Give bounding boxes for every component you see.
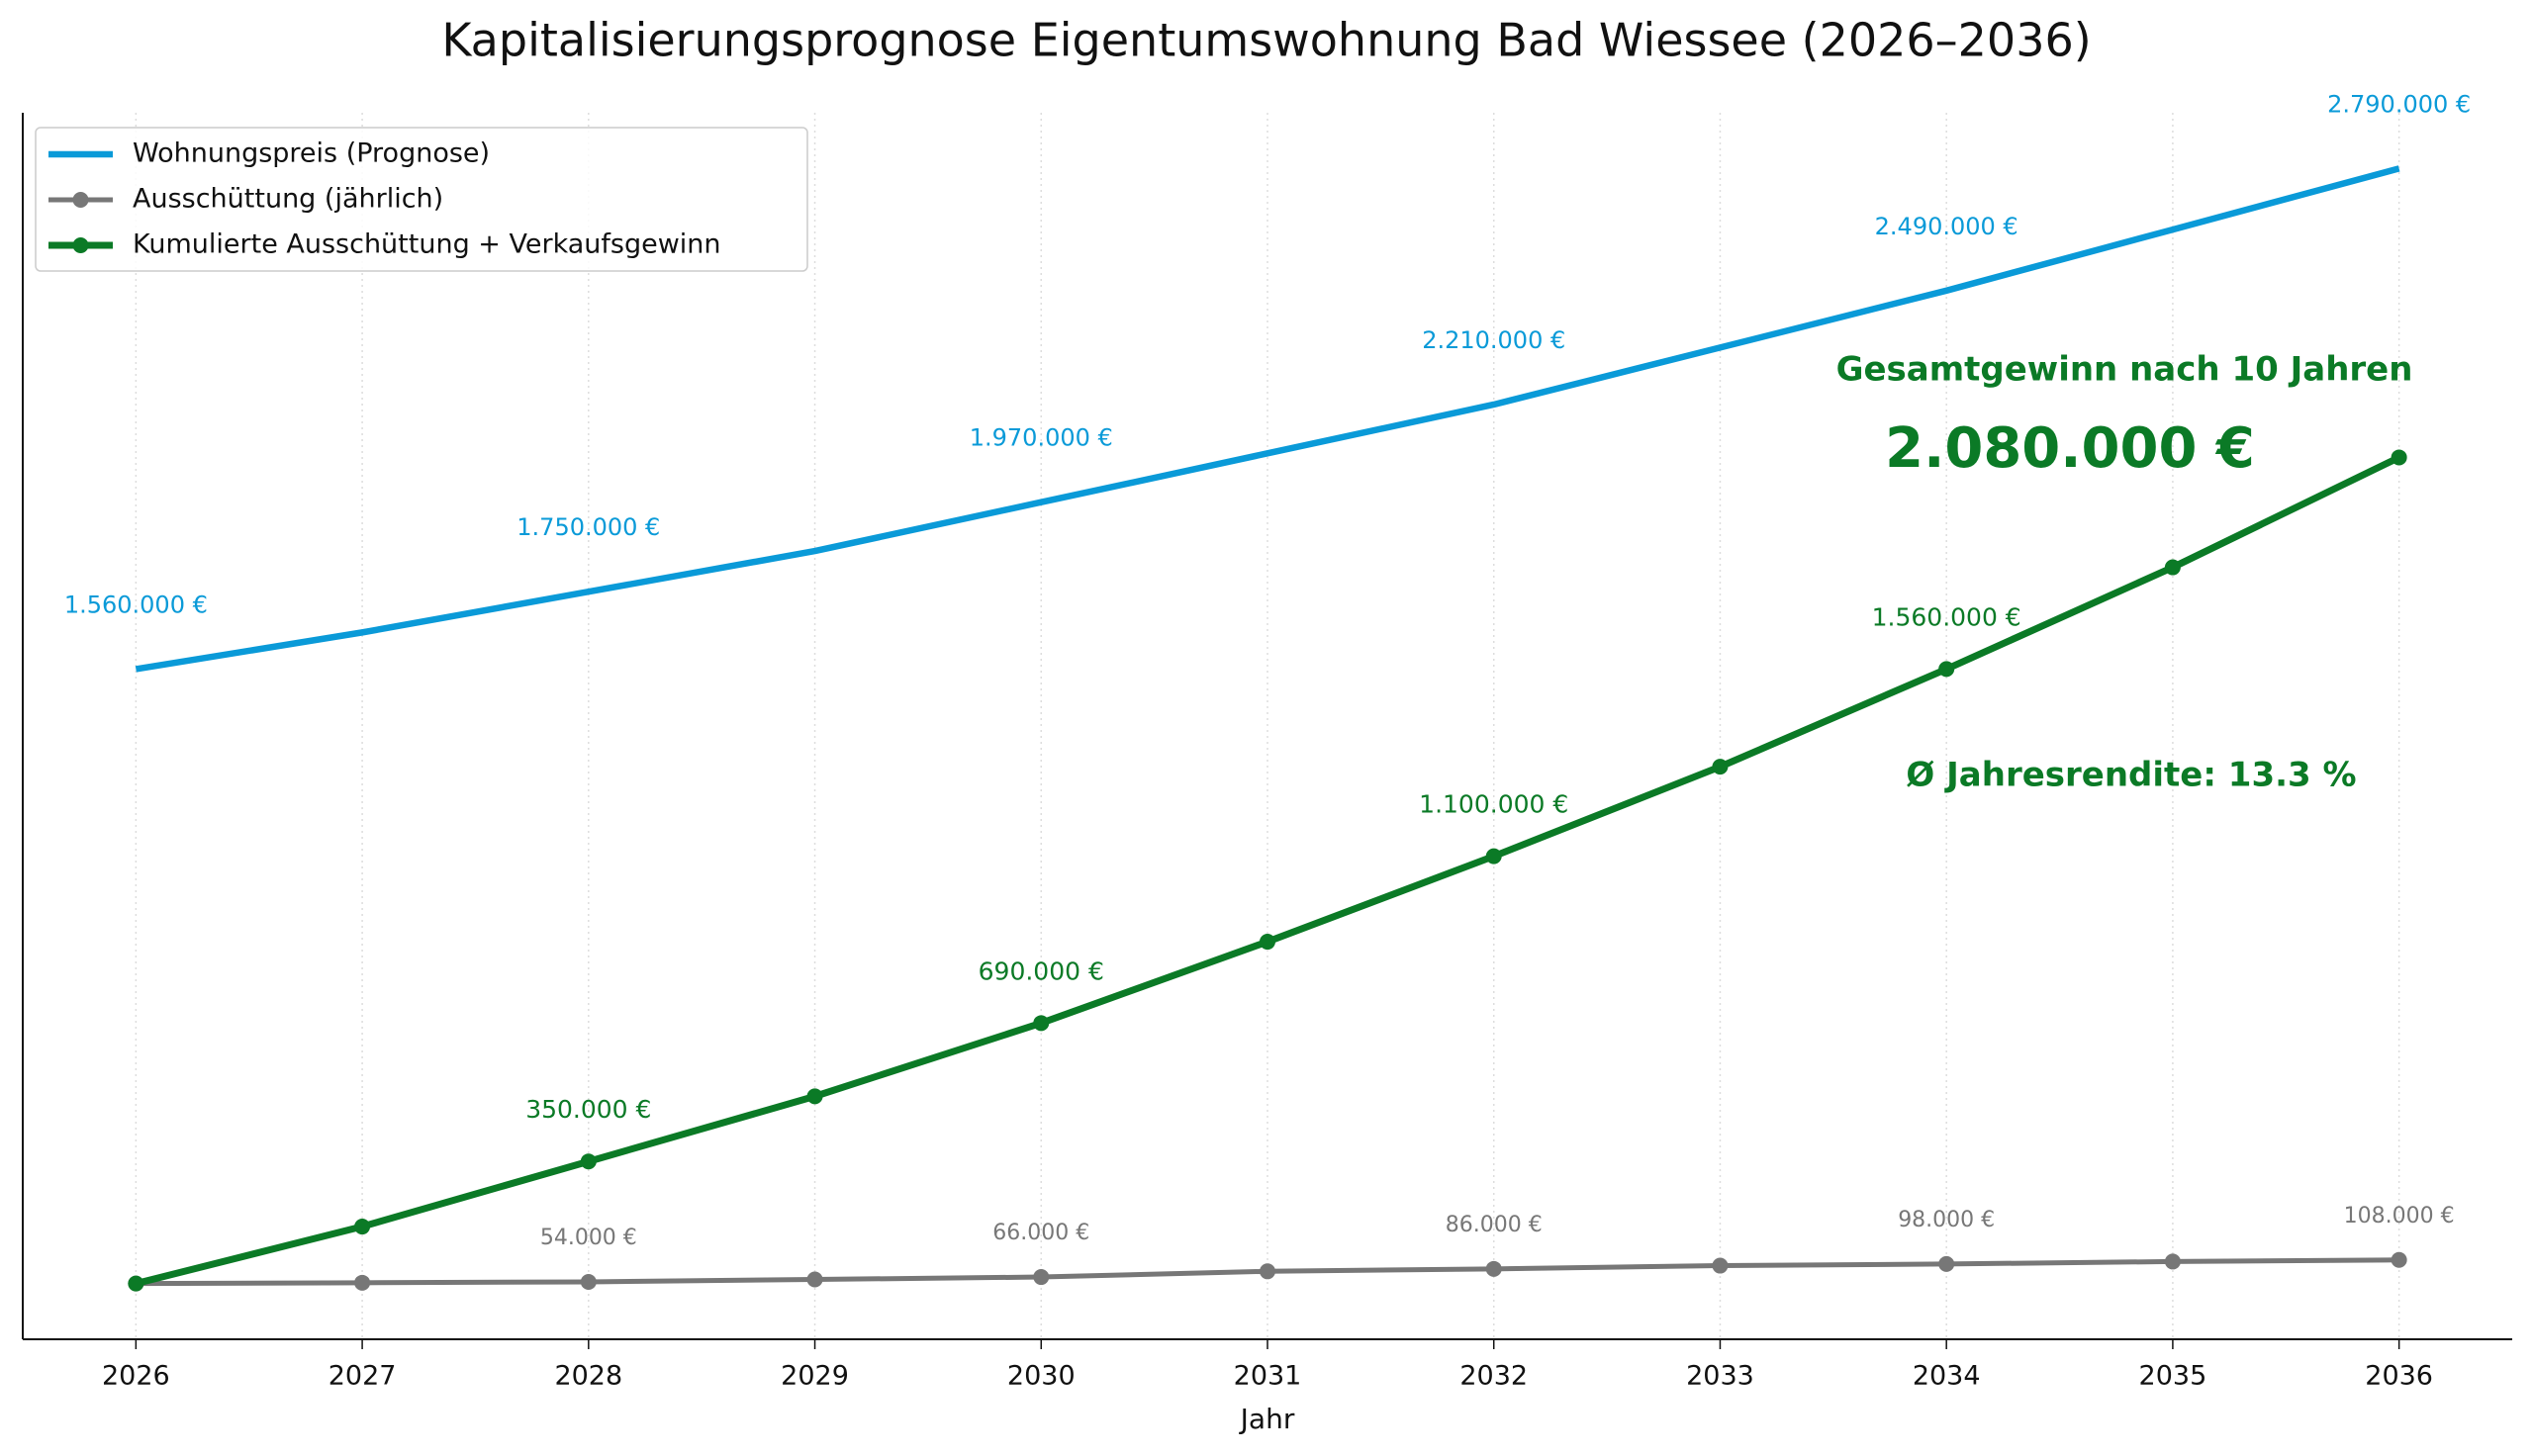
marker xyxy=(1712,759,1729,775)
data-label: 2.490.000 € xyxy=(1875,213,2018,240)
marker xyxy=(354,1274,371,1291)
annotation: Gesamtgewinn nach 10 Jahren xyxy=(1836,350,2413,390)
x-tick-label: 2028 xyxy=(554,1361,622,1392)
x-tick-label: 2027 xyxy=(328,1361,397,1392)
data-label: 108.000 € xyxy=(2344,1204,2455,1228)
marker xyxy=(1260,1263,1275,1280)
legend-box xyxy=(35,127,808,272)
data-label: 2.790.000 € xyxy=(2327,90,2471,118)
series-line xyxy=(135,165,2400,673)
marker xyxy=(2391,449,2407,466)
marker xyxy=(354,1219,371,1235)
chart-title: Kapitalisierungsprognose Eigentumswohnun… xyxy=(441,14,2091,67)
x-tick-label: 2031 xyxy=(1234,1361,1302,1392)
data-label: 1.560.000 € xyxy=(1872,602,2021,631)
marker xyxy=(806,1088,823,1105)
x-tick-label: 2032 xyxy=(1459,1361,1528,1392)
x-tick-label: 2026 xyxy=(102,1361,170,1392)
x-tick-label: 2034 xyxy=(1913,1361,1981,1392)
marker xyxy=(2164,1253,2181,1270)
marker xyxy=(1260,934,1275,951)
data-label: 98.000 € xyxy=(1898,1208,1995,1232)
marker xyxy=(580,1273,597,1290)
data-label: 1.560.000 € xyxy=(64,591,208,618)
data-label: 2.210.000 € xyxy=(1422,326,1565,354)
x-tick-label: 2033 xyxy=(1686,1361,1754,1392)
marker xyxy=(2164,559,2181,576)
marker xyxy=(806,1271,823,1288)
marker xyxy=(1485,848,1502,864)
legend-label: Kumulierte Ausschüttung + Verkaufsgewinn xyxy=(133,229,721,260)
x-tick-label: 2035 xyxy=(2139,1361,2207,1392)
annotation: Ø Jahresrendite: 13.3 % xyxy=(1906,756,2356,795)
x-tick-label: 2029 xyxy=(781,1361,849,1392)
legend-label: Ausschüttung (jährlich) xyxy=(133,184,443,215)
data-label: 1.750.000 € xyxy=(516,513,660,541)
data-label: 1.970.000 € xyxy=(970,424,1113,452)
x-tick-label: 2030 xyxy=(1007,1361,1076,1392)
data-label: 1.100.000 € xyxy=(1419,790,1568,819)
marker xyxy=(1938,1255,1955,1272)
data-label: 66.000 € xyxy=(992,1221,1089,1245)
series-line xyxy=(135,454,2401,1288)
legend-marker xyxy=(72,192,89,208)
marker xyxy=(580,1153,597,1170)
marker xyxy=(1033,1015,1050,1032)
x-tick-label: 2036 xyxy=(2365,1361,2433,1392)
legend-label: Wohnungspreis (Prognose) xyxy=(133,138,490,169)
marker xyxy=(1938,661,1955,678)
annotation: 2.080.000 € xyxy=(1885,416,2255,481)
marker xyxy=(128,1275,144,1292)
data-label: 54.000 € xyxy=(540,1226,637,1250)
data-label: 350.000 € xyxy=(525,1095,651,1124)
marker xyxy=(1033,1269,1050,1286)
data-label: 690.000 € xyxy=(979,956,1104,985)
marker xyxy=(2391,1251,2407,1268)
marker xyxy=(1712,1257,1729,1274)
data-label: 86.000 € xyxy=(1446,1213,1543,1237)
legend-marker xyxy=(72,237,89,253)
marker xyxy=(1485,1260,1502,1277)
x-axis-label: Jahr xyxy=(1239,1403,1295,1435)
